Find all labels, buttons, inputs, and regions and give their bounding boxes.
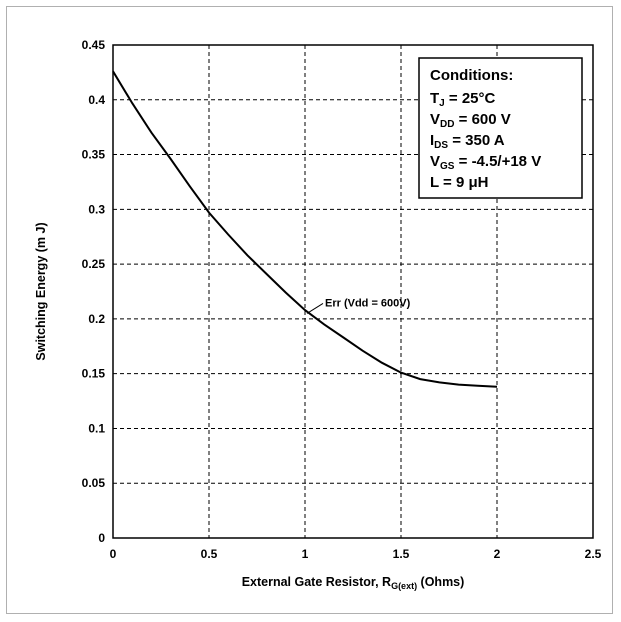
series-line-err <box>112 70 498 388</box>
condition-symbol: L = 9 μH <box>430 174 489 191</box>
condition-symbol: V <box>430 111 440 128</box>
condition-line: IDS = 350 A <box>430 132 505 151</box>
y-tick-label: 0.45 <box>82 38 106 52</box>
conditions-box-border <box>418 57 583 199</box>
condition-line: VGS = -4.5/+18 V <box>430 153 541 172</box>
y-tick-label: 0.25 <box>82 257 106 271</box>
condition-value: = -4.5/+18 V <box>454 153 541 170</box>
condition-symbol: T <box>430 90 439 107</box>
plot-area <box>112 44 594 539</box>
condition-symbol: V <box>430 153 440 170</box>
x-tick-label: 2.5 <box>585 547 602 561</box>
x-tick-label: 1.5 <box>393 547 410 561</box>
condition-line: L = 9 μH <box>430 174 489 191</box>
condition-value: = 600 V <box>454 111 510 128</box>
x-axis-title-sub: G(ext) <box>391 581 417 591</box>
y-tick-label: 0 <box>98 531 105 545</box>
x-axis-title-main: External Gate Resistor, R <box>242 575 391 589</box>
condition-subscript: GS <box>440 161 455 172</box>
condition-subscript: J <box>439 98 445 109</box>
x-tick-label: 0 <box>110 547 117 561</box>
y-axis-title: Switching Energy (m J) <box>34 222 48 360</box>
x-tick-label: 0.5 <box>201 547 218 561</box>
y-tick-label: 0.35 <box>82 148 106 162</box>
y-tick-label: 0.1 <box>88 421 105 435</box>
chart-frame <box>6 6 613 614</box>
y-tick-label: 0.3 <box>88 202 105 216</box>
x-tick-label: 2 <box>494 547 501 561</box>
x-axis-title-tail: (Ohms) <box>417 575 464 589</box>
annotation-label: Err (Vdd = 600V) <box>325 297 411 309</box>
y-tick-label: 0.15 <box>82 367 106 381</box>
condition-subscript: DS <box>434 140 448 151</box>
condition-line: VDD = 600 V <box>430 111 511 130</box>
x-tick-labels: 0 0.5 1 1.5 2 2.5 <box>110 547 602 561</box>
grid-lines <box>113 45 593 538</box>
annotation-leader <box>306 302 324 314</box>
condition-symbol: I <box>430 132 434 149</box>
condition-line: TJ = 25°C <box>430 90 496 109</box>
y-tick-labels: 0 0.05 0.1 0.15 0.2 0.25 0.3 0.35 0.4 0.45 <box>82 38 106 545</box>
y-tick-label: 0.2 <box>88 312 105 326</box>
condition-value: = 350 A <box>448 132 505 149</box>
x-axis-title: External Gate Resistor, RG(ext) (Ohms) <box>242 575 465 591</box>
condition-subscript: DD <box>440 119 454 130</box>
y-tick-label: 0.4 <box>88 93 105 107</box>
x-tick-label: 1 <box>302 547 309 561</box>
conditions-title: Conditions: <box>430 67 513 84</box>
condition-value: = 25°C <box>445 90 496 107</box>
y-tick-label: 0.05 <box>82 476 106 490</box>
